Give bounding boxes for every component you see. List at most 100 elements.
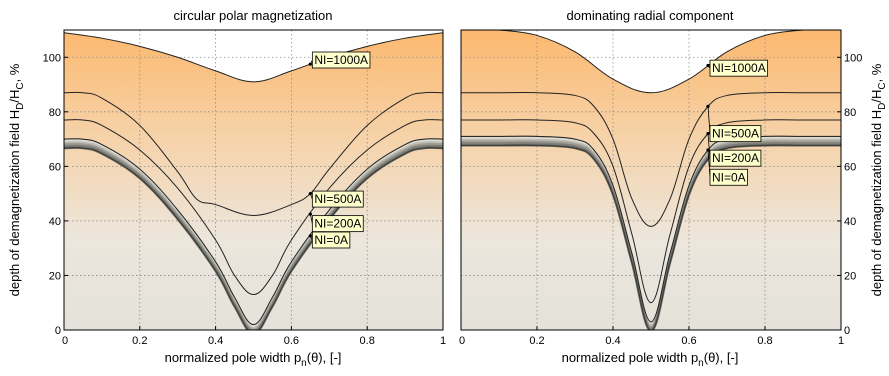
plot-area (460, 29, 842, 331)
series-line (461, 30, 841, 94)
series-lines (461, 30, 841, 330)
plot-frame (63, 29, 444, 331)
callout-label: NI=200A (314, 217, 361, 231)
plot-frame (460, 29, 842, 331)
series-line (461, 92, 841, 227)
svg-text:depth of demagnetization field: depth of demagnetization field HD/HC, % (869, 63, 888, 296)
x-tick-label: 0.4 (605, 335, 620, 347)
chart-title: circular polar magnetization (174, 8, 333, 23)
panel-dominating-radial: dominating radial component 0 0.2 0.4 0.6 0.… (459, 8, 888, 369)
callout-box (311, 190, 364, 208)
y-tick-label: 0 (844, 325, 850, 337)
y-axis-label-sub2: C (877, 82, 888, 89)
y-axis-label-sub1: D (877, 103, 888, 110)
y-tick-labels: 0 20 40 60 80 100 (43, 52, 61, 337)
x-tick-label: 0 (459, 335, 465, 347)
y-axis-label-left: depth of demagnetization field HD/HC, % (7, 63, 26, 296)
y-tick-label: 100 (43, 52, 61, 64)
series-lines (64, 32, 443, 330)
callout: NI=200A (308, 212, 364, 233)
x-tick-label: 0.2 (529, 335, 544, 347)
y-tick-label: 80 (844, 107, 856, 119)
callout: NI=1000A (308, 51, 371, 69)
y-axis-label-tail: , % (7, 63, 22, 82)
panel-circular-polar: circular polar magnetization 0 0.2 0.4 0.6 0… (43, 8, 446, 369)
band-shade-line (64, 139, 443, 328)
x-tick-labels: 0 0.2 0.4 0.6 0.8 1 (459, 335, 844, 347)
y-tick-label: 20 (844, 270, 856, 282)
x-tick-label: 0 (62, 335, 68, 347)
y-axis-label-tail: , % (869, 63, 884, 82)
callout-box (709, 59, 768, 77)
band-shade-line (64, 144, 443, 330)
callout: NI=200A (706, 132, 762, 167)
y-axis-label: depth of demagnetization field HD/HC, % (869, 63, 888, 296)
callout-marker (706, 132, 710, 136)
y-tick-label: 40 (49, 216, 61, 228)
y-tick-label: 80 (49, 107, 61, 119)
x-axis-label-sub: n (301, 358, 307, 369)
x-tick-label: 0.6 (681, 335, 696, 347)
callout-label: NI=500A (712, 127, 759, 141)
callout-box (311, 231, 351, 249)
svg-text:depth of demagnetization field: depth of demagnetization field HD/HC, % (7, 63, 26, 296)
y-axis-label-slash: /H (869, 90, 884, 103)
callout-box (709, 125, 762, 143)
x-tick-label: 0.8 (757, 335, 772, 347)
y-tick-label: 100 (844, 52, 862, 64)
callout: NI=1000A (706, 59, 768, 77)
callouts: NI=1000A NI=500A NI=200A NI=0A (706, 59, 768, 186)
band-shade-line (461, 140, 841, 329)
x-axis-label: normalized pole width pn(θ), [-] (165, 350, 342, 369)
x-tick-label: 1 (838, 335, 844, 347)
y-tick-label: 0 (55, 325, 61, 337)
svg-text:normalized pole width pn(θ), [: normalized pole width pn(θ), [-] (562, 350, 739, 369)
x-axis-label: normalized pole width pn(θ), [-] (562, 350, 739, 369)
series-line (64, 91, 443, 216)
callout-marker (308, 192, 312, 196)
chart-title: dominating radial component (567, 8, 734, 23)
y-tick-label: 40 (844, 216, 856, 228)
callout-label: NI=0A (314, 233, 348, 247)
band-shade-line (461, 142, 841, 330)
svg-text:normalized pole width pn(θ), [: normalized pole width pn(θ), [-] (165, 350, 342, 369)
band-bottom-line (461, 144, 841, 330)
y-tick-label: 60 (844, 161, 856, 173)
area-main-fill (64, 32, 443, 330)
area-main-fill (461, 30, 841, 330)
x-axis-label-tail: (θ), [-] (307, 350, 342, 365)
y-axis-label-slash: /H (7, 90, 22, 103)
y-tick-label: 20 (49, 270, 61, 282)
x-axis-label-sub: n (698, 358, 704, 369)
callout-box (709, 149, 762, 167)
x-axis-label-main: normalized pole width p (165, 350, 302, 365)
series-line (64, 119, 443, 296)
callout-box (709, 168, 748, 186)
callout-label: NI=200A (712, 151, 759, 165)
band-shade-line (64, 141, 443, 330)
series-line (64, 138, 443, 326)
x-tick-labels: 0 0.2 0.4 0.6 0.8 1 (62, 335, 446, 347)
band-bottom-line (64, 147, 443, 330)
x-tick-label: 0.8 (360, 335, 375, 347)
callout: NI=0A (308, 231, 351, 249)
x-axis-label-tail: (θ), [-] (704, 350, 739, 365)
plot-area (63, 29, 444, 331)
x-tick-label: 0.4 (208, 335, 223, 347)
callout: NI=0A (706, 148, 748, 186)
callout: NI=500A (308, 190, 364, 208)
callout-label: NI=1000A (314, 53, 368, 67)
callout-label: NI=1000A (712, 61, 766, 75)
x-tick-label: 0.2 (132, 335, 147, 347)
x-tick-label: 0.6 (284, 335, 299, 347)
y-tick-label: 60 (49, 161, 61, 173)
callout: NI=500A (706, 104, 762, 143)
y-axis-label-sub1: D (15, 103, 26, 110)
y-axis-label-main: depth of demagnetization field H (7, 110, 22, 296)
callout-box (311, 51, 371, 69)
y-axis-label-main: depth of demagnetization field H (869, 110, 884, 296)
x-axis-label-main: normalized pole width p (562, 350, 699, 365)
series-line (461, 119, 841, 304)
y-axis-label-sub2: C (15, 82, 26, 89)
